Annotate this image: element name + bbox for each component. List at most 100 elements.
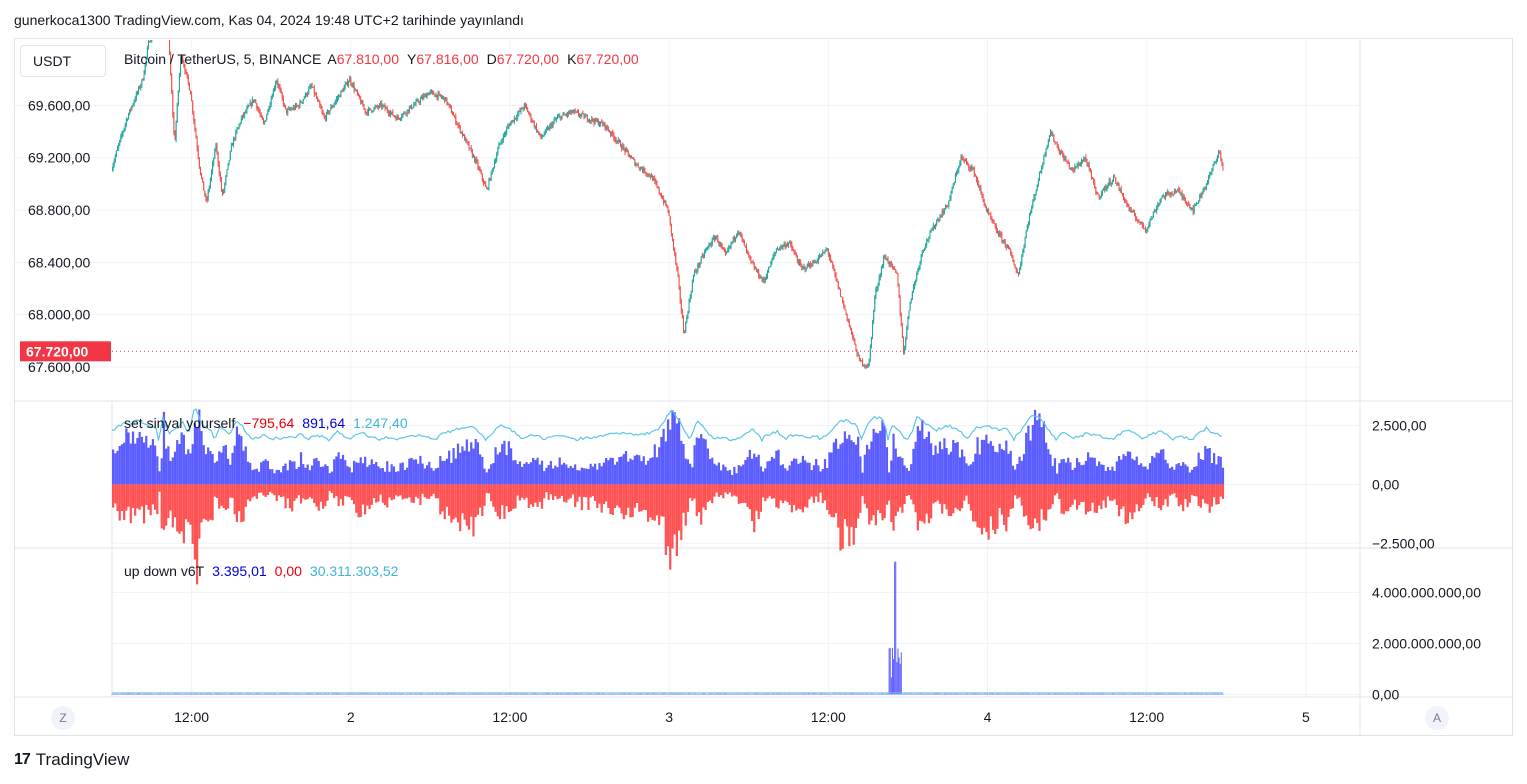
oscillator-bar-up: [1197, 452, 1200, 485]
oscillator-bar-up: [326, 466, 329, 485]
oscillator-bar-down: [1047, 484, 1050, 510]
candle: [676, 263, 678, 270]
candle: [832, 262, 834, 267]
oscillator-bar-up: [713, 463, 716, 485]
candle: [1134, 212, 1136, 216]
oscillator-bar-up: [138, 432, 141, 485]
oscillator-bar-down: [890, 484, 893, 522]
oscillator-bar-down: [879, 484, 882, 514]
candle: [673, 239, 675, 249]
oscillator-bar-up: [578, 470, 581, 485]
candle: [514, 117, 516, 119]
oscillator-bar-up: [731, 475, 734, 485]
oscillator-bar-down: [1095, 484, 1099, 513]
candle: [122, 131, 124, 135]
oscillator-bar-down: [412, 484, 415, 503]
candle: [170, 53, 172, 75]
candle: [886, 258, 888, 260]
candle: [691, 281, 693, 292]
candle: [353, 84, 355, 91]
oscillator-bar-down: [200, 484, 203, 523]
oscillator-bar-down: [963, 484, 966, 501]
candle: [381, 103, 383, 107]
oscillator-bar-down: [605, 484, 608, 502]
candle: [461, 131, 463, 136]
candle: [1032, 200, 1034, 207]
candle: [535, 125, 537, 132]
oscillator-bar-down: [1087, 484, 1090, 512]
candle: [255, 99, 257, 104]
oscillator-bar-down: [854, 484, 858, 528]
candle: [1071, 168, 1073, 170]
oscillator-bar-up: [403, 470, 407, 485]
oscillator-bar-up: [231, 452, 234, 485]
oscillator-bar-down: [865, 484, 869, 509]
oscillator-bar-down: [1175, 484, 1178, 498]
oscillator-bar-up: [450, 462, 453, 485]
oscillator-bar-down: [1000, 484, 1003, 515]
candle: [801, 265, 803, 268]
oscillator-bar-up: [888, 472, 891, 485]
candle: [188, 82, 190, 91]
candle: [282, 97, 284, 105]
candle: [809, 263, 811, 267]
candle: [1122, 194, 1124, 200]
candle: [759, 276, 761, 279]
oscillator-bar-up: [941, 449, 944, 485]
oscillator-bar-up: [136, 437, 139, 485]
candle: [783, 244, 785, 246]
oscillator-bar-up: [693, 445, 696, 485]
candle: [818, 255, 820, 259]
oscillator-bar-down: [198, 484, 201, 539]
candle: [1034, 195, 1036, 198]
candle: [398, 118, 400, 120]
candle: [987, 210, 989, 212]
candle: [197, 148, 199, 158]
oscillator-bar-up: [850, 440, 853, 485]
candle: [1140, 221, 1142, 223]
currency-selector-button[interactable]: USDT: [20, 45, 106, 77]
candle: [177, 90, 179, 105]
oscillator-bar-down: [1038, 484, 1041, 531]
oscillator-bar-down: [505, 484, 508, 507]
candle: [698, 264, 700, 266]
oscillator-bar-down: [1009, 484, 1012, 510]
candle: [475, 159, 477, 162]
zoom-reset-button[interactable]: Z: [51, 706, 75, 730]
candle: [516, 117, 518, 119]
candle: [717, 236, 719, 243]
oscillator-bar-down: [976, 484, 979, 528]
oscillator-bar-down: [129, 484, 132, 524]
oscillator-bar-up: [538, 464, 541, 485]
oscillator-bar-down: [784, 484, 787, 501]
oscillator-bar-down: [983, 484, 986, 528]
candle: [885, 256, 887, 260]
candle: [827, 249, 829, 255]
oscillator-bar-up: [1009, 450, 1012, 485]
candle: [1178, 188, 1180, 191]
oscillator-bar-down: [310, 484, 314, 499]
oscillator-bar-down: [319, 484, 323, 502]
oscillator-bar-down: [299, 484, 303, 504]
candle: [700, 257, 702, 263]
oscillator-bar-down: [556, 484, 559, 500]
candle: [301, 101, 303, 103]
candle: [836, 278, 838, 282]
candle: [1111, 180, 1113, 183]
candle: [247, 106, 249, 109]
candle: [1117, 183, 1119, 185]
oscillator-bar-down: [1135, 484, 1138, 505]
oscillator-bar-up: [784, 468, 787, 485]
oscillator-bar-up: [280, 472, 283, 485]
auto-scale-button[interactable]: A: [1425, 706, 1449, 730]
oscillator-bar-down: [1100, 484, 1103, 510]
oscillator-bar-up: [350, 472, 353, 485]
candle: [847, 319, 849, 322]
oscillator-bar-down: [859, 484, 862, 513]
candle: [371, 110, 373, 112]
candle: [126, 119, 128, 121]
oscillator-bar-up: [452, 448, 455, 485]
candle: [291, 109, 293, 111]
updown-pane: [111, 561, 1224, 695]
